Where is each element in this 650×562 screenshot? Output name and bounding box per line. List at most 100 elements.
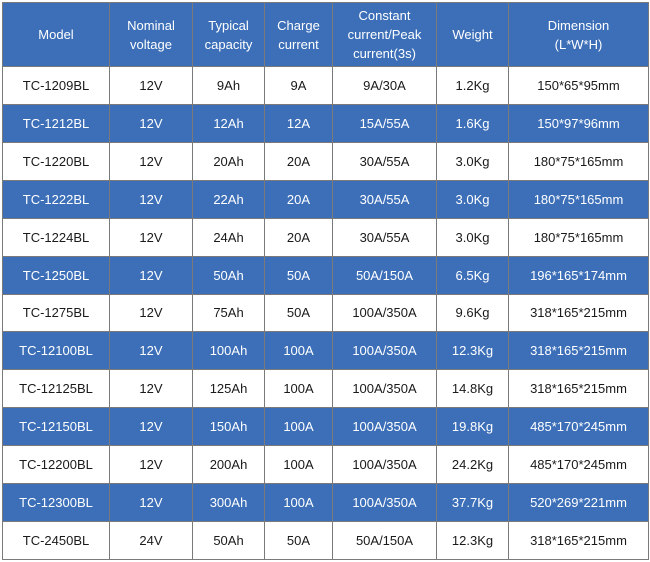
cell-typical-capacity: 12Ah <box>192 103 265 143</box>
table-row: TC-1250BL 12V 50Ah 50A 50A/150A 6.5Kg 196*165*… <box>2 255 649 295</box>
cell-model: TC-1224BL <box>2 217 110 257</box>
cell-constant-peak-current: 100A/350A <box>332 407 437 447</box>
table-row: TC-12300BL 12V 300Ah 100A 100A/350A 37.7Kg 520… <box>2 483 649 523</box>
cell-charge-current: 100A <box>264 331 333 371</box>
cell-dimension: 485*170*245mm <box>508 445 649 485</box>
cell-dimension: 180*75*165mm <box>508 179 649 219</box>
table-row: TC-1224BL 12V 24Ah 20A 30A/55A 3.0Kg 180*75*16… <box>2 217 649 257</box>
table-row: TC-1275BL 12V 75Ah 50A 100A/350A 9.6Kg 318*165… <box>2 293 649 333</box>
cell-typical-capacity: 9Ah <box>192 66 265 105</box>
table-body: TC-1209BL 12V 9Ah 9A 9A/30A 1.2Kg 150*65*95mm T… <box>2 66 649 560</box>
cell-nominal-voltage: 12V <box>109 179 193 219</box>
table-row: TC-1212BL 12V 12Ah 12A 15A/55A 1.6Kg 150*97*96… <box>2 103 649 143</box>
cell-typical-capacity: 100Ah <box>192 331 265 371</box>
cell-dimension: 318*165*215mm <box>508 293 649 333</box>
cell-nominal-voltage: 12V <box>109 445 193 485</box>
cell-nominal-voltage: 12V <box>109 293 193 333</box>
cell-weight: 1.2Kg <box>436 66 509 105</box>
table-row: TC-1209BL 12V 9Ah 9A 9A/30A 1.2Kg 150*65*95mm <box>2 66 649 105</box>
cell-typical-capacity: 75Ah <box>192 293 265 333</box>
cell-dimension: 150*65*95mm <box>508 66 649 105</box>
cell-nominal-voltage: 12V <box>109 483 193 523</box>
cell-model: TC-12200BL <box>2 445 110 485</box>
column-header-model: Model <box>2 2 110 67</box>
cell-constant-peak-current: 30A/55A <box>332 179 437 219</box>
cell-weight: 3.0Kg <box>436 141 509 181</box>
cell-constant-peak-current: 100A/350A <box>332 331 437 371</box>
cell-typical-capacity: 150Ah <box>192 407 265 447</box>
cell-weight: 6.5Kg <box>436 255 509 295</box>
cell-weight: 19.8Kg <box>436 407 509 447</box>
cell-typical-capacity: 125Ah <box>192 369 265 409</box>
cell-weight: 1.6Kg <box>436 103 509 143</box>
cell-charge-current: 20A <box>264 141 333 181</box>
cell-constant-peak-current: 15A/55A <box>332 103 437 143</box>
cell-charge-current: 100A <box>264 445 333 485</box>
cell-weight: 12.3Kg <box>436 331 509 371</box>
cell-nominal-voltage: 12V <box>109 141 193 181</box>
cell-dimension: 485*170*245mm <box>508 407 649 447</box>
cell-dimension: 196*165*174mm <box>508 255 649 295</box>
cell-charge-current: 20A <box>264 179 333 219</box>
cell-nominal-voltage: 12V <box>109 217 193 257</box>
cell-constant-peak-current: 9A/30A <box>332 66 437 105</box>
cell-model: TC-1222BL <box>2 179 110 219</box>
cell-nominal-voltage: 12V <box>109 255 193 295</box>
column-header-charge-current: Charge current <box>264 2 333 67</box>
column-header-weight: Weight <box>436 2 509 67</box>
column-header-dimension: Dimension (L*W*H) <box>508 2 649 67</box>
cell-model: TC-1212BL <box>2 103 110 143</box>
cell-charge-current: 9A <box>264 66 333 105</box>
cell-constant-peak-current: 100A/350A <box>332 369 437 409</box>
cell-nominal-voltage: 12V <box>109 407 193 447</box>
cell-dimension: 318*165*215mm <box>508 521 649 560</box>
table-row: TC-12125BL 12V 125Ah 100A 100A/350A 14.8Kg 318… <box>2 369 649 409</box>
cell-charge-current: 100A <box>264 407 333 447</box>
cell-weight: 37.7Kg <box>436 483 509 523</box>
cell-nominal-voltage: 12V <box>109 369 193 409</box>
cell-constant-peak-current: 30A/55A <box>332 141 437 181</box>
cell-constant-peak-current: 50A/150A <box>332 255 437 295</box>
cell-model: TC-2450BL <box>2 521 110 560</box>
table-row: TC-12150BL 12V 150Ah 100A 100A/350A 19.8Kg 485… <box>2 407 649 447</box>
cell-constant-peak-current: 100A/350A <box>332 483 437 523</box>
cell-model: TC-12300BL <box>2 483 110 523</box>
cell-charge-current: 50A <box>264 521 333 560</box>
cell-model: TC-1275BL <box>2 293 110 333</box>
cell-dimension: 318*165*215mm <box>508 331 649 371</box>
cell-typical-capacity: 300Ah <box>192 483 265 523</box>
cell-weight: 9.6Kg <box>436 293 509 333</box>
table-header: Model Nominal voltage Typical capacity Charge… <box>2 2 649 67</box>
cell-nominal-voltage: 12V <box>109 103 193 143</box>
cell-constant-peak-current: 30A/55A <box>332 217 437 257</box>
cell-nominal-voltage: 24V <box>109 521 193 560</box>
column-header-typical-capacity: Typical capacity <box>192 2 265 67</box>
cell-weight: 14.8Kg <box>436 369 509 409</box>
table-row: TC-1220BL 12V 20Ah 20A 30A/55A 3.0Kg 180*75*16… <box>2 141 649 181</box>
cell-model: TC-1220BL <box>2 141 110 181</box>
cell-model: TC-1209BL <box>2 66 110 105</box>
cell-charge-current: 50A <box>264 255 333 295</box>
cell-typical-capacity: 20Ah <box>192 141 265 181</box>
cell-weight: 3.0Kg <box>436 179 509 219</box>
table-row: TC-12200BL 12V 200Ah 100A 100A/350A 24.2Kg 485… <box>2 445 649 485</box>
table-row: TC-12100BL 12V 100Ah 100A 100A/350A 12.3Kg 318… <box>2 331 649 371</box>
cell-weight: 24.2Kg <box>436 445 509 485</box>
cell-typical-capacity: 50Ah <box>192 255 265 295</box>
header-row: Model Nominal voltage Typical capacity Charge… <box>2 2 649 67</box>
table-row: TC-1222BL 12V 22Ah 20A 30A/55A 3.0Kg 180*75*16… <box>2 179 649 219</box>
cell-dimension: 150*97*96mm <box>508 103 649 143</box>
cell-constant-peak-current: 100A/350A <box>332 293 437 333</box>
cell-nominal-voltage: 12V <box>109 66 193 105</box>
cell-constant-peak-current: 100A/350A <box>332 445 437 485</box>
cell-nominal-voltage: 12V <box>109 331 193 371</box>
cell-model: TC-12150BL <box>2 407 110 447</box>
column-header-constant-peak-current: Constant current/Peak current(3s) <box>332 2 437 67</box>
cell-dimension: 318*165*215mm <box>508 369 649 409</box>
cell-constant-peak-current: 50A/150A <box>332 521 437 560</box>
cell-typical-capacity: 24Ah <box>192 217 265 257</box>
cell-weight: 3.0Kg <box>436 217 509 257</box>
table-row: TC-2450BL 24V 50Ah 50A 50A/150A 12.3Kg 318*165… <box>2 521 649 560</box>
cell-typical-capacity: 22Ah <box>192 179 265 219</box>
cell-dimension: 180*75*165mm <box>508 141 649 181</box>
